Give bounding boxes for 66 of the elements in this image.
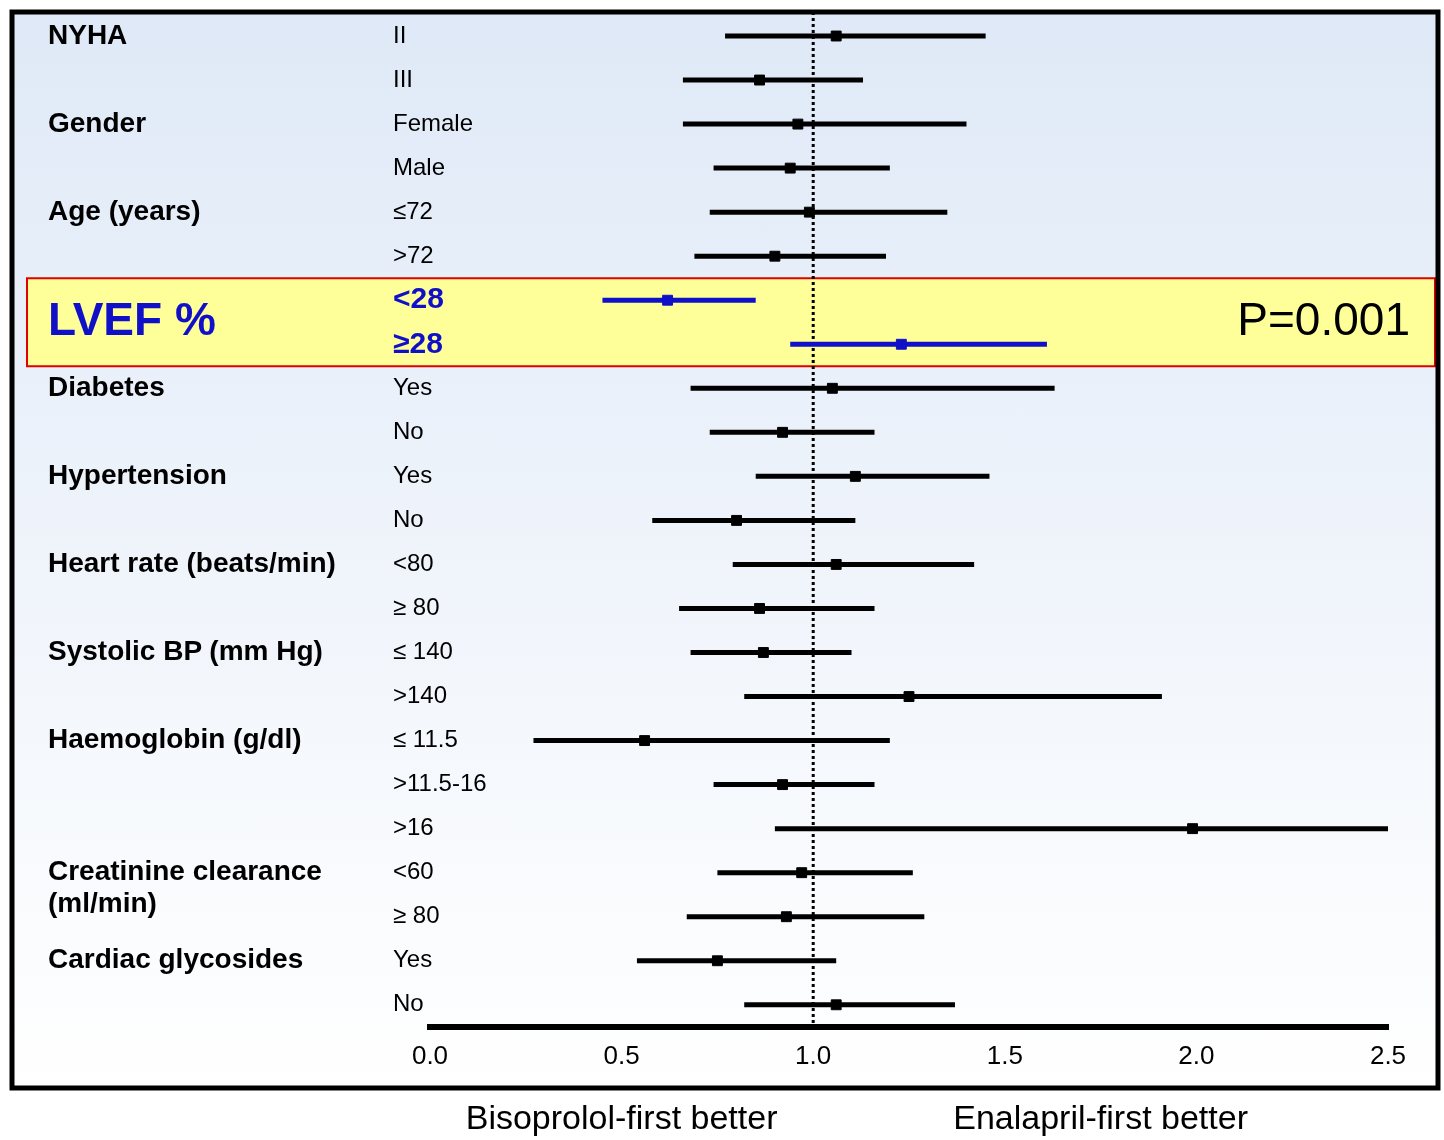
point [903,691,915,702]
point [754,74,765,86]
y-tick-label: No [393,989,424,1017]
point [780,911,792,923]
point [895,338,907,350]
point [769,250,781,262]
y-tick-label: Yes [393,372,433,400]
point [830,30,842,42]
y-tick-label: >16 [393,813,434,841]
y-tick-label: <60 [393,857,434,885]
y-tick-label: ≤ 11.5 [393,725,458,753]
y-tick-label: ≥28 [393,325,443,359]
y-tick-label: <80 [393,549,434,577]
text: Enalapril-first better [953,1098,1248,1137]
x-tick-label: 1.0 [795,1039,832,1070]
point [639,735,651,747]
point [777,779,788,791]
y-tick-label: ≥ 80 [393,593,440,621]
point [849,470,861,482]
point [1187,823,1199,835]
text: Age (years) [48,194,201,226]
y-tick-label: Yes [393,460,433,488]
text: Cardiac glycosides [48,943,304,975]
point [711,955,723,967]
y-tick-label: Yes [393,945,433,973]
point [731,514,743,526]
y-tick-label: Male [393,152,446,180]
text: Haemoglobin (g/dl) [48,723,302,755]
text: Gender [48,106,147,138]
text: Heart rate (beats/min) [48,547,336,579]
point [792,118,804,130]
point [757,647,769,658]
text: Bisoprolol-first better [465,1098,778,1137]
text: Hypertension [48,459,227,491]
text: Systolic BP (mm Hg) [48,635,323,667]
point [830,999,842,1011]
point [662,294,674,306]
text: Diabetes [48,371,165,403]
point [826,382,838,394]
x-tick-label: 0.5 [603,1039,640,1070]
y-tick-label: ≤72 [393,196,433,224]
text: Creatinine clearance (ml/min) [48,855,322,919]
y-tick-label: Female [393,108,474,136]
y-tick-label: ≤ 140 [393,637,453,665]
point [754,603,765,614]
y-tick-label: III [393,64,414,92]
point [796,867,808,879]
x-tick-label: 1.5 [986,1039,1023,1070]
y-tick-label: II [393,20,407,48]
band-label: P=0.001 [1237,292,1410,345]
text: NYHA [48,18,128,50]
y-tick-label: No [393,416,424,444]
point [830,558,842,570]
y-tick-label: <28 [393,281,444,315]
y-tick-label: No [393,505,424,533]
point [803,206,815,218]
text: LVEF % [48,292,216,345]
y-tick-label: >11.5-16 [393,769,487,797]
point [777,426,788,438]
x-tick-label: 2.0 [1178,1039,1215,1070]
x-tick-label: 2.5 [1369,1039,1407,1070]
x-tick-label: 0.0 [411,1039,449,1070]
y-tick-label: ≥ 80 [393,901,440,929]
y-tick-label: >72 [393,240,434,268]
y-tick-label: >140 [393,681,448,709]
point [784,162,796,174]
